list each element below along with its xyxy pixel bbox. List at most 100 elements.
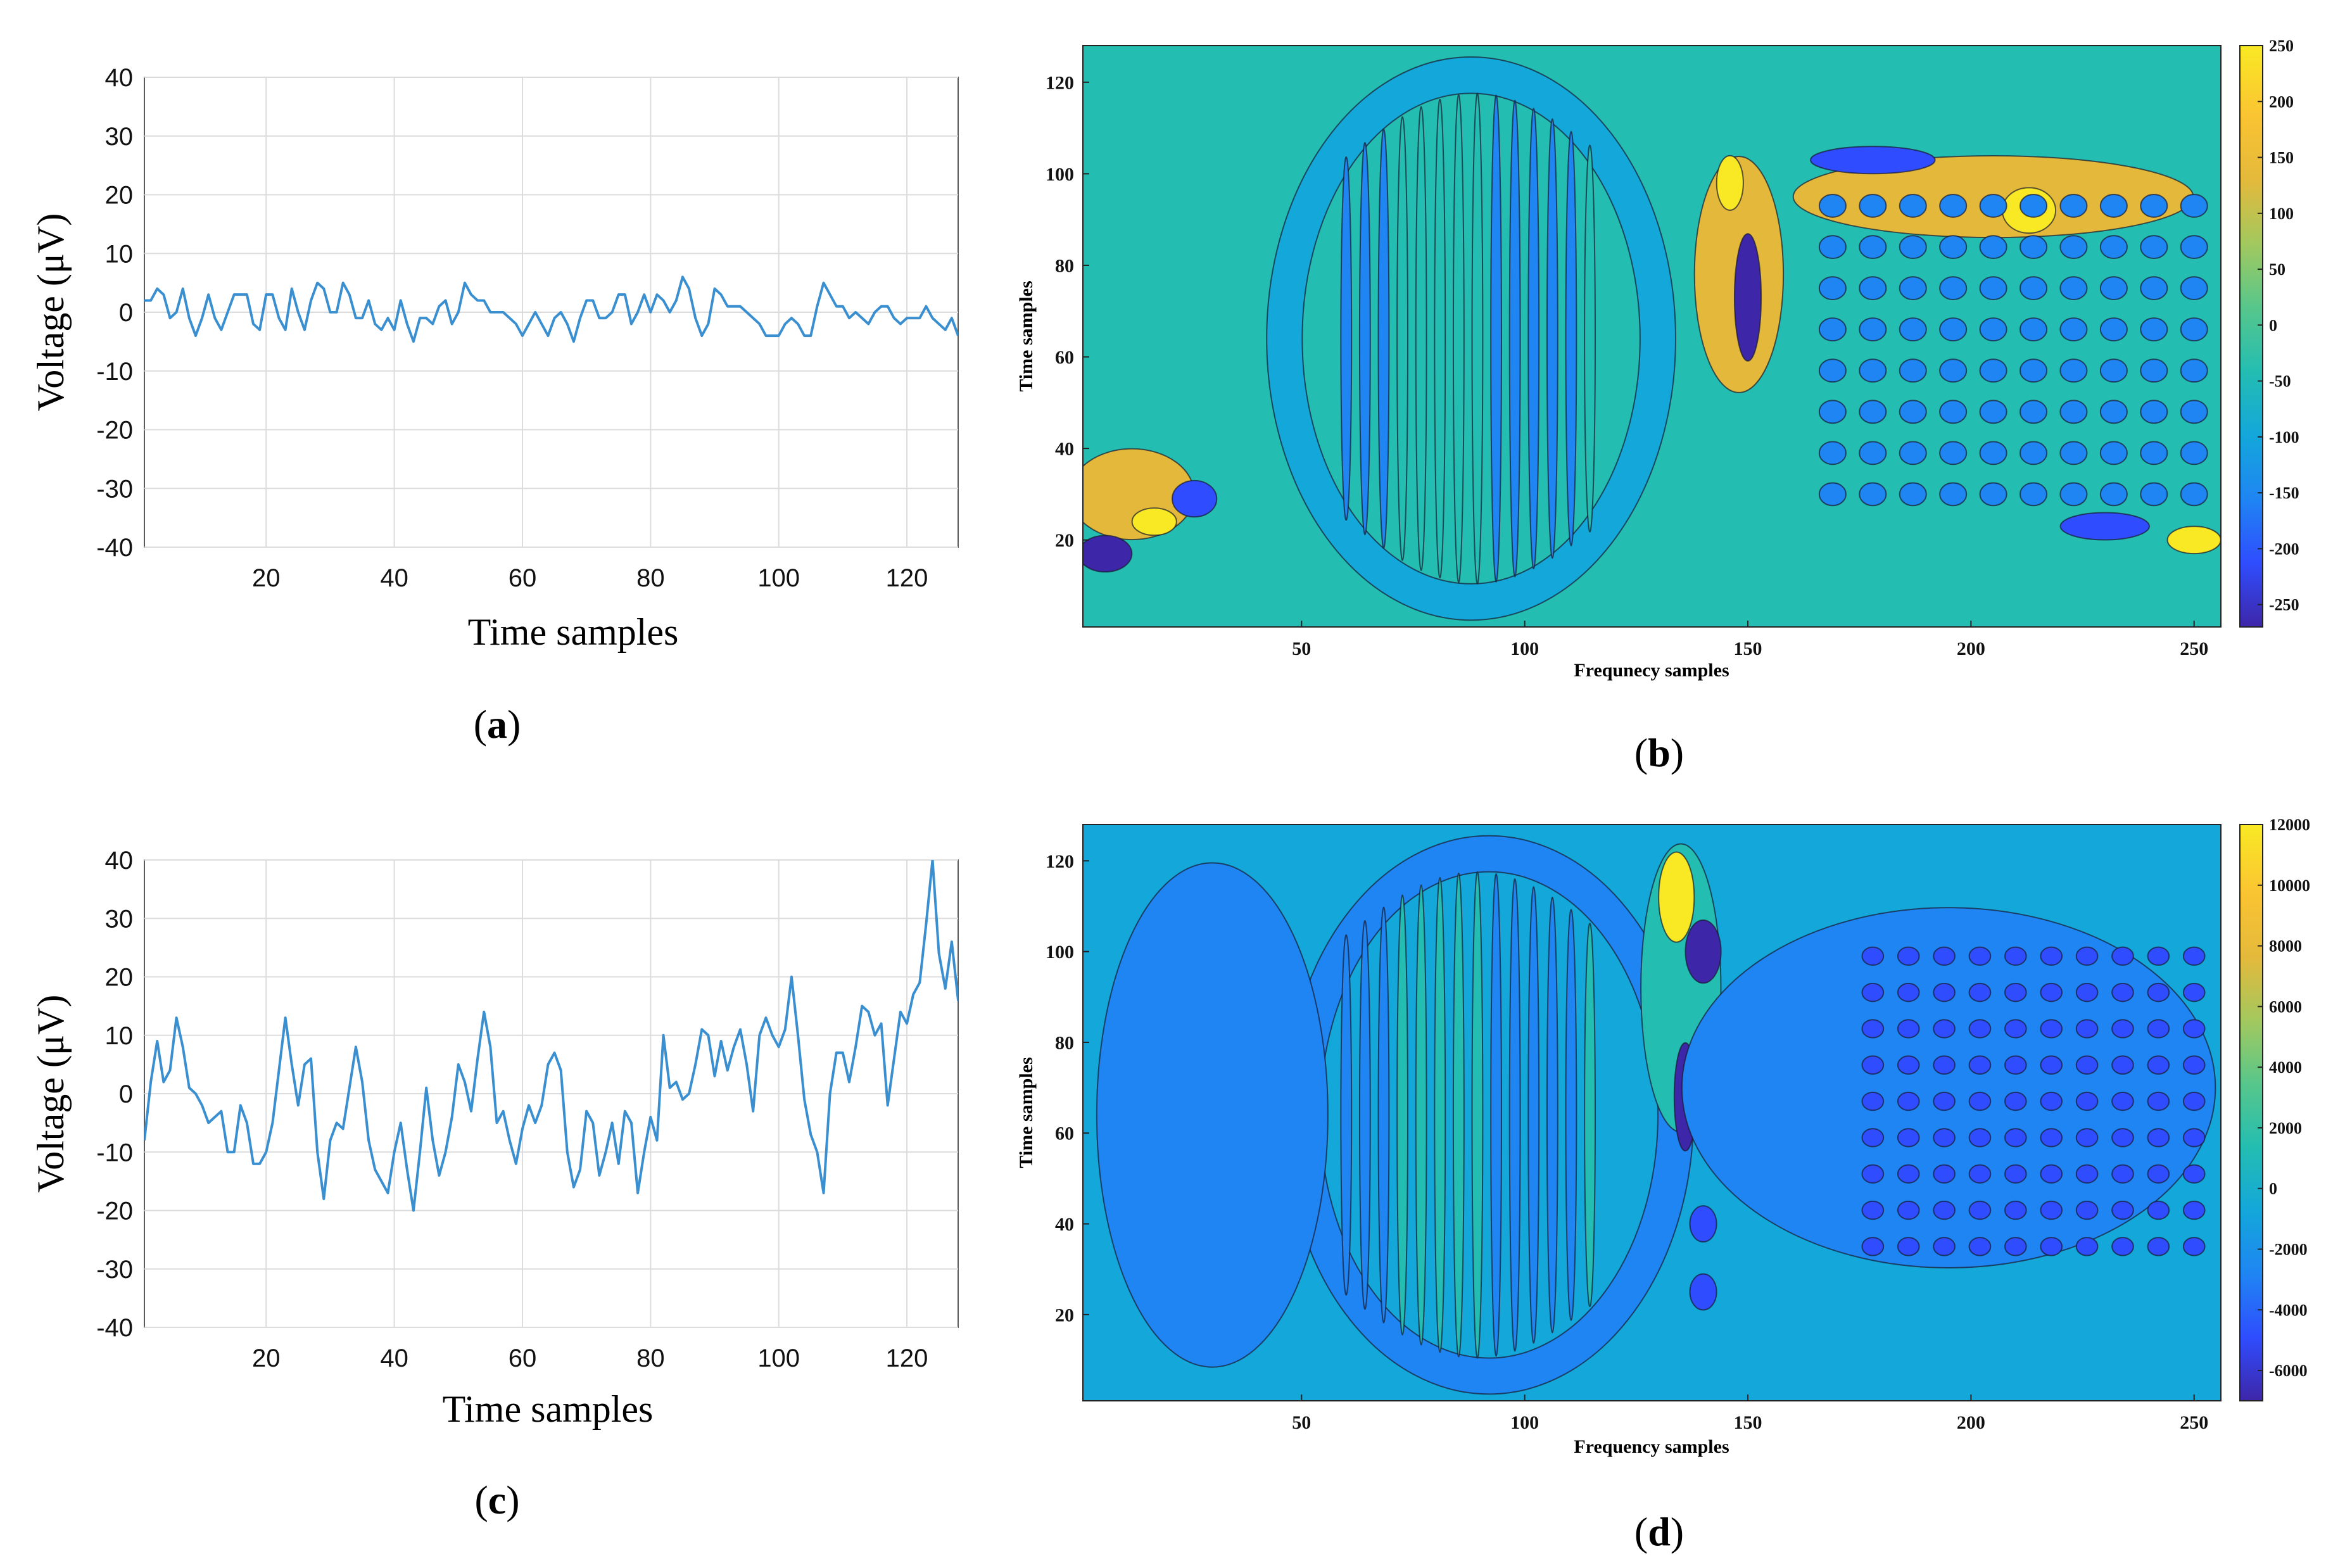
contour-region: [1933, 982, 1956, 1002]
contour-region: [1818, 276, 1847, 301]
contour-region: [1897, 982, 1920, 1002]
contour-region: [2180, 441, 2208, 465]
y-tick-label: 20: [1055, 1305, 1074, 1325]
contour-region: [1859, 441, 1887, 465]
contour-region: [1933, 1237, 1956, 1256]
contour-region: [2075, 946, 2099, 966]
contour-region: [2111, 982, 2134, 1002]
contour-region: [1861, 1128, 1885, 1148]
contour-region: [2059, 276, 2088, 301]
contour-region: [2040, 982, 2063, 1002]
y-tick-label: 60: [1055, 1123, 1074, 1144]
colorbar-tick-label: 150: [2269, 149, 2294, 167]
contour-region: [1859, 194, 1887, 218]
colorbar-tick-label: 0: [2269, 316, 2277, 334]
colorbar-tick-label: 50: [2269, 260, 2285, 279]
contour-region: [1968, 1019, 1992, 1039]
contour-region: [1859, 317, 1887, 342]
y-tick-label: 80: [1055, 255, 1074, 276]
y-tick-label: -40: [96, 534, 133, 562]
contour-region: [1899, 482, 1927, 507]
contour-stripe: [1377, 128, 1390, 549]
contour-stripe: [1508, 99, 1521, 578]
contour-region: [2140, 317, 2168, 342]
contour-region: [2019, 441, 2048, 465]
heatmap-field: [1083, 46, 2221, 627]
contour-region: [2040, 1200, 2063, 1220]
colorbar-tick-label: -6000: [2269, 1362, 2308, 1380]
contour-region: [1939, 441, 1968, 465]
contour-region: [2111, 1164, 2134, 1184]
contour-region: [2147, 1164, 2170, 1184]
x-tick-label: 100: [757, 564, 800, 592]
contour-region: [2019, 276, 2048, 301]
contour-region: [1861, 1237, 1885, 1256]
contour-region: [1859, 400, 1887, 424]
contour-region: [2140, 194, 2168, 218]
x-tick-label: 150: [1734, 1412, 1762, 1433]
contour-stripe: [1471, 92, 1484, 585]
panel-c-line-chart: -40 -30 -20 -10 0 10 20 30 40 20 40 60 80 100 120 Vol…: [30, 847, 959, 1522]
contour-region: [2182, 946, 2206, 966]
contour-region: [1933, 1055, 1956, 1075]
contour-region: [2059, 194, 2088, 218]
contour-region: [1861, 1019, 1885, 1039]
contour-region: [1939, 358, 1968, 383]
y-axis-label: Voltage (μV): [30, 995, 72, 1193]
contour-region: [2182, 1164, 2206, 1184]
contour-region: [2111, 946, 2134, 966]
x-tick-label: 50: [1292, 638, 1311, 659]
contour-region: [1897, 1164, 1920, 1184]
y-tick-label: 100: [1046, 942, 1074, 963]
colorbar-tick-label: 6000: [2269, 997, 2302, 1016]
colorbar-tick-label: -50: [2269, 372, 2291, 391]
contour-region: [1859, 235, 1887, 259]
colorbar-tick-label: 10000: [2269, 876, 2310, 895]
contour-maximum: [1131, 507, 1177, 536]
contour-region: [1897, 946, 1920, 966]
contour-region: [1939, 235, 1968, 259]
contour-stripe: [1358, 142, 1371, 536]
x-tick-label: 60: [509, 1344, 537, 1372]
y-tick-label: 40: [105, 847, 134, 875]
contour-region: [2019, 482, 2048, 507]
contour-region: [1897, 1019, 1920, 1039]
contour-region: [1968, 1237, 1992, 1256]
contour-region: [2099, 358, 2128, 383]
contour-maximum: [2166, 526, 2221, 555]
contour-region: [1899, 358, 1927, 383]
contour-region: [1939, 482, 1968, 507]
x-tick-label: 20: [252, 564, 281, 592]
contour-region: [2111, 1237, 2134, 1256]
contour-stripe: [1584, 144, 1596, 533]
contour-region: [2111, 1091, 2134, 1111]
y-tick-label: -30: [96, 1256, 133, 1284]
contour-region: [1861, 1164, 1885, 1184]
contour-region: [2004, 982, 2027, 1002]
y-tick-label: 20: [1055, 530, 1074, 551]
colorbar: [2239, 45, 2263, 628]
contour-region: [2111, 1128, 2134, 1148]
y-tick-label: -20: [96, 417, 133, 445]
contour-region: [1979, 276, 2007, 301]
contour-region: [2040, 1237, 2063, 1256]
contour-region: [2099, 441, 2128, 465]
x-tick-label: 80: [636, 1344, 665, 1372]
colorbar-tick-label: -100: [2269, 428, 2299, 446]
x-tick-label: 250: [2180, 1412, 2208, 1433]
x-axis-label: Frequency samples: [1574, 1436, 1729, 1457]
y-tick-labels: 20 40 60 80 100 120: [1046, 72, 1089, 551]
contour-region: [2099, 194, 2128, 218]
panel-a-line-chart: -40 -30 -20 -10 0 10 20 30 40 20 40 60 80 100 120 Vol…: [30, 64, 959, 747]
voltage-series-line: [144, 275, 958, 343]
y-axis-label: Voltage (μV): [30, 213, 72, 412]
colorbar-tick-label: 250: [2269, 37, 2294, 55]
y-tick-label: 0: [119, 299, 133, 327]
contour-region: [1818, 235, 1847, 259]
y-tick-label: 60: [1055, 347, 1074, 368]
contour-region: [2147, 1237, 2170, 1256]
contour-region: [2180, 358, 2208, 383]
x-tick-label: 40: [380, 1344, 408, 1372]
contour-region: [2182, 1019, 2206, 1039]
contour-region: [1968, 1128, 1992, 1148]
